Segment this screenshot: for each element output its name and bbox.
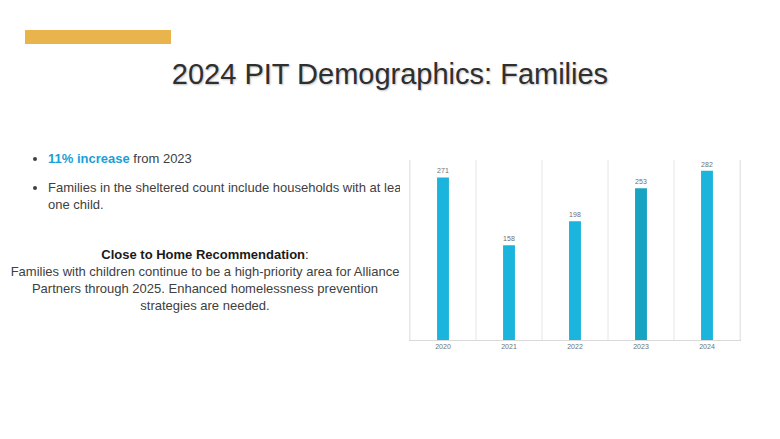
svg-text:253: 253 [635, 178, 647, 185]
svg-text:158: 158 [503, 235, 515, 242]
svg-text:2020: 2020 [435, 343, 451, 350]
svg-text:198: 198 [569, 211, 581, 218]
svg-text:2024: 2024 [699, 343, 715, 350]
html-text:11% increase from 2023: 11% increase from 2023 [48, 151, 192, 166]
html-text:Families with children continu: Families with children continue to be a … [10, 264, 400, 313]
html-text:Close to Home Recommendation:: Close to Home Recommendation: [101, 247, 309, 262]
svg-text:2023: 2023 [633, 343, 649, 350]
html-text:2024 PIT Demographics: Familie: 2024 PIT Demographics: Families [171, 58, 609, 90]
svg-text:271: 271 [437, 167, 449, 174]
html-text:Families in the sheltered coun: Families in the sheltered count include … [48, 180, 412, 212]
svg-text:2021: 2021 [501, 343, 517, 350]
svg-text:282: 282 [701, 161, 713, 168]
svg-text:2022: 2022 [567, 343, 583, 350]
